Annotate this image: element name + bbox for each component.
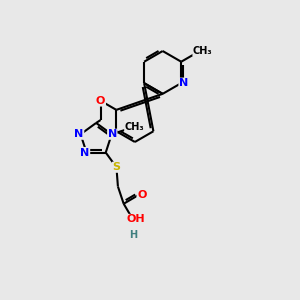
Text: OH: OH bbox=[127, 214, 145, 224]
Text: N: N bbox=[74, 129, 84, 139]
Text: N: N bbox=[179, 78, 188, 88]
Text: N: N bbox=[108, 129, 117, 139]
Text: N: N bbox=[80, 148, 90, 158]
Text: O: O bbox=[96, 96, 105, 106]
Text: O: O bbox=[96, 96, 105, 106]
Text: O: O bbox=[137, 190, 146, 200]
Text: H: H bbox=[129, 230, 137, 240]
Text: S: S bbox=[112, 162, 120, 172]
Text: CH₃: CH₃ bbox=[193, 46, 212, 56]
Text: CH₃: CH₃ bbox=[124, 122, 144, 132]
